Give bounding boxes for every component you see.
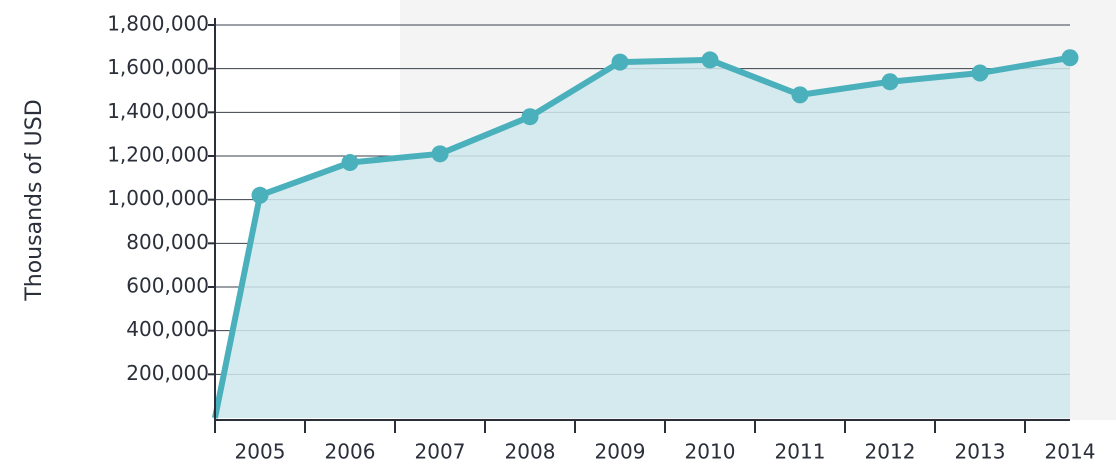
marker xyxy=(971,64,989,82)
marker xyxy=(701,51,719,69)
y-tick-label: 200,000 xyxy=(126,361,209,385)
marker xyxy=(521,108,539,126)
y-tick-label: 600,000 xyxy=(126,274,209,298)
marker xyxy=(341,154,359,172)
x-tick-label: 2012 xyxy=(865,440,916,464)
x-tick-label: 2008 xyxy=(505,440,556,464)
x-tick-label: 2006 xyxy=(325,440,376,464)
y-tick-label: 400,000 xyxy=(126,317,209,341)
y-tick-label: 1,800,000 xyxy=(107,12,209,36)
x-tick-label: 2005 xyxy=(235,440,286,464)
x-tick-label: 2009 xyxy=(595,440,646,464)
y-tick-label: 1,200,000 xyxy=(107,143,209,167)
marker xyxy=(251,186,269,204)
x-tick-label: 2014 xyxy=(1045,440,1096,464)
y-tick-label: 800,000 xyxy=(126,230,209,254)
x-tick-label: 2007 xyxy=(415,440,466,464)
marker xyxy=(611,53,629,71)
x-tick-label: 2011 xyxy=(775,440,826,464)
area xyxy=(215,57,1070,418)
y-tick-label: 1,400,000 xyxy=(107,99,209,123)
x-tick-label: 2013 xyxy=(955,440,1006,464)
marker xyxy=(791,86,809,104)
x-tick-label: 2010 xyxy=(685,440,736,464)
y-tick-label: 1,600,000 xyxy=(107,55,209,79)
y-axis-label: Thousands of USD xyxy=(22,99,47,301)
y-tick-label: 1,000,000 xyxy=(107,186,209,210)
marker xyxy=(1061,49,1079,67)
marker xyxy=(881,73,899,91)
marker xyxy=(431,145,449,163)
